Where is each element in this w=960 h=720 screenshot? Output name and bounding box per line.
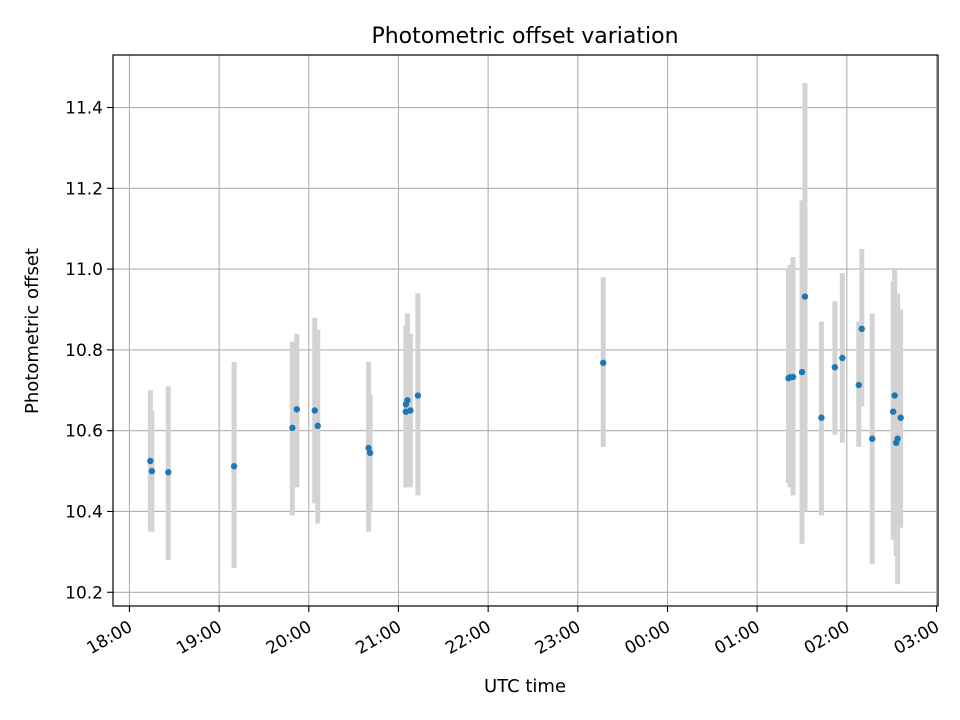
data-point — [404, 397, 411, 404]
data-point — [365, 444, 372, 452]
data-point — [858, 325, 865, 333]
chart-title: Photometric offset variation — [371, 24, 678, 49]
data-point — [148, 467, 156, 475]
y-tick-label: 10.8 — [65, 341, 103, 361]
data-point — [897, 414, 904, 421]
y-axis-label: Photometric offset — [22, 248, 43, 414]
data-point — [414, 392, 422, 399]
y-tick-label: 10.4 — [65, 502, 103, 522]
data-point — [831, 364, 839, 371]
data-point — [314, 422, 321, 430]
data-points — [147, 293, 904, 476]
data-point — [230, 463, 238, 470]
data-point — [789, 373, 797, 381]
data-point — [600, 359, 607, 367]
data-point — [366, 449, 374, 457]
y-tick-label: 11.4 — [65, 99, 103, 119]
data-point — [801, 293, 809, 300]
grid — [113, 55, 938, 606]
y-tick-label: 10.6 — [65, 422, 103, 442]
data-point — [147, 457, 154, 465]
data-point — [293, 406, 301, 413]
x-axis-label: UTC time — [484, 676, 566, 697]
data-point — [839, 354, 846, 362]
data-point — [889, 408, 897, 415]
data-point — [891, 392, 898, 399]
data-point — [818, 414, 825, 421]
data-point — [289, 424, 296, 432]
data-point — [855, 381, 862, 389]
data-point — [894, 435, 901, 442]
data-point — [869, 435, 876, 442]
data-point — [798, 368, 806, 376]
y-tick-label: 11.2 — [65, 179, 103, 199]
data-point — [165, 469, 172, 476]
data-point — [407, 407, 414, 414]
data-point — [311, 407, 318, 414]
y-tick-label: 11.0 — [65, 260, 103, 280]
y-tick-label: 10.2 — [65, 583, 103, 603]
axes-frame — [112, 54, 939, 607]
